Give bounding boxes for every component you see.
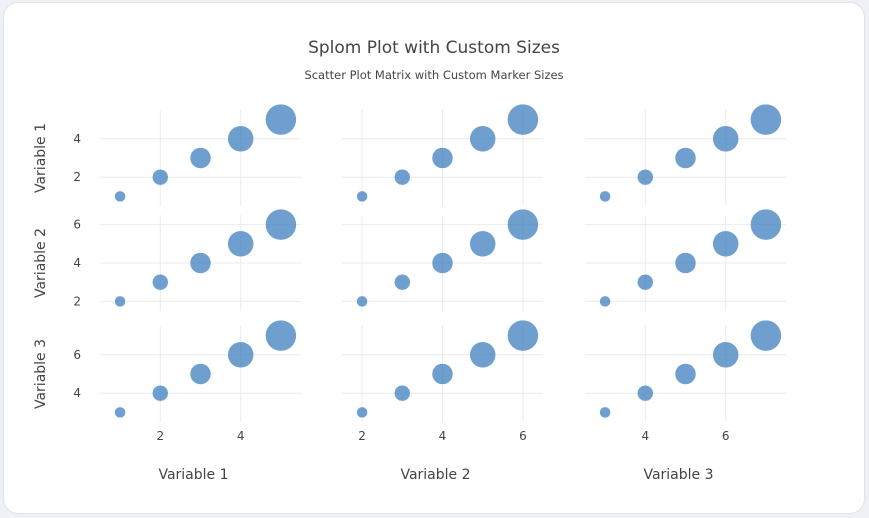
data-point[interactable] <box>750 208 782 241</box>
data-point[interactable] <box>599 295 611 308</box>
x-tick-label: 6 <box>519 429 527 443</box>
splom-panel-r3-c1 <box>100 319 301 422</box>
x-axis-title: Variable 3 <box>643 467 713 483</box>
splom-panel-r1-c3 <box>585 103 786 206</box>
data-point[interactable] <box>394 273 411 291</box>
data-point[interactable] <box>356 406 368 419</box>
y-tick-label: 4 <box>73 386 81 400</box>
y-tick-label: 6 <box>73 218 81 232</box>
y-tick-label: 2 <box>73 170 81 184</box>
y-tick-label: 4 <box>73 256 81 270</box>
y-tick-label: 2 <box>73 294 81 308</box>
chart-subtitle: Scatter Plot Matrix with Custom Marker S… <box>304 68 563 82</box>
data-point[interactable] <box>507 208 539 241</box>
data-point[interactable] <box>469 230 496 258</box>
data-point[interactable] <box>152 384 169 402</box>
y-axis-title: Variable 3 <box>33 339 49 409</box>
data-point[interactable] <box>114 295 126 308</box>
splom-panels: 2 4 2 4 6 4 6 2 4 2 4 6 4 6 Variable 1 Variable 2 Variab… <box>33 103 786 483</box>
data-point[interactable] <box>674 252 697 274</box>
data-point[interactable] <box>599 190 611 203</box>
y-axis-title: Variable 2 <box>33 228 49 298</box>
data-point[interactable] <box>227 125 254 153</box>
x-tick-label: 4 <box>237 429 245 443</box>
data-point[interactable] <box>152 168 169 186</box>
data-point[interactable] <box>750 319 782 352</box>
x-tick-label: 2 <box>358 429 366 443</box>
y-axis-title: Variable 1 <box>33 123 49 193</box>
data-point[interactable] <box>265 319 297 352</box>
x-tick-label: 6 <box>722 429 730 443</box>
data-point[interactable] <box>712 125 739 153</box>
data-point[interactable] <box>712 341 739 369</box>
x-tick-label: 4 <box>641 429 649 443</box>
data-point[interactable] <box>637 273 654 291</box>
chart-title: Splom Plot with Custom Sizes <box>308 38 560 58</box>
data-point[interactable] <box>431 252 454 274</box>
data-point[interactable] <box>152 273 169 291</box>
data-point[interactable] <box>189 252 212 274</box>
splom-panel-r1-c1 <box>100 103 301 206</box>
data-point[interactable] <box>507 319 539 352</box>
splom-panel-r3-c3 <box>585 319 786 422</box>
data-point[interactable] <box>189 363 212 385</box>
data-point[interactable] <box>356 295 368 308</box>
splom-panel-r2-c3 <box>585 208 786 311</box>
splom-panel-r1-c2 <box>342 103 543 206</box>
splom-panel-r2-c2 <box>342 208 543 311</box>
data-point[interactable] <box>750 103 782 136</box>
y-tick-label: 6 <box>73 348 81 362</box>
data-point[interactable] <box>356 190 368 203</box>
data-point[interactable] <box>189 147 212 169</box>
splom-panel-r3-c2 <box>342 319 543 422</box>
x-tick-label: 4 <box>439 429 447 443</box>
data-point[interactable] <box>599 406 611 419</box>
data-point[interactable] <box>469 341 496 369</box>
data-point[interactable] <box>507 103 539 136</box>
data-point[interactable] <box>674 147 697 169</box>
data-point[interactable] <box>114 406 126 419</box>
y-tick-label: 4 <box>73 132 81 146</box>
data-point[interactable] <box>394 384 411 402</box>
x-tick-label: 2 <box>156 429 164 443</box>
data-point[interactable] <box>114 190 126 203</box>
x-axis-title: Variable 1 <box>158 467 228 483</box>
data-point[interactable] <box>637 168 654 186</box>
data-point[interactable] <box>227 341 254 369</box>
data-point[interactable] <box>265 103 297 136</box>
data-point[interactable] <box>674 363 697 385</box>
x-axis-title: Variable 2 <box>400 467 470 483</box>
data-point[interactable] <box>431 363 454 385</box>
data-point[interactable] <box>227 230 254 258</box>
data-point[interactable] <box>637 384 654 402</box>
data-point[interactable] <box>265 208 297 241</box>
data-point[interactable] <box>469 125 496 153</box>
data-point[interactable] <box>712 230 739 258</box>
data-point[interactable] <box>431 147 454 169</box>
splom-panel-r2-c1 <box>100 208 301 311</box>
data-point[interactable] <box>394 168 411 186</box>
